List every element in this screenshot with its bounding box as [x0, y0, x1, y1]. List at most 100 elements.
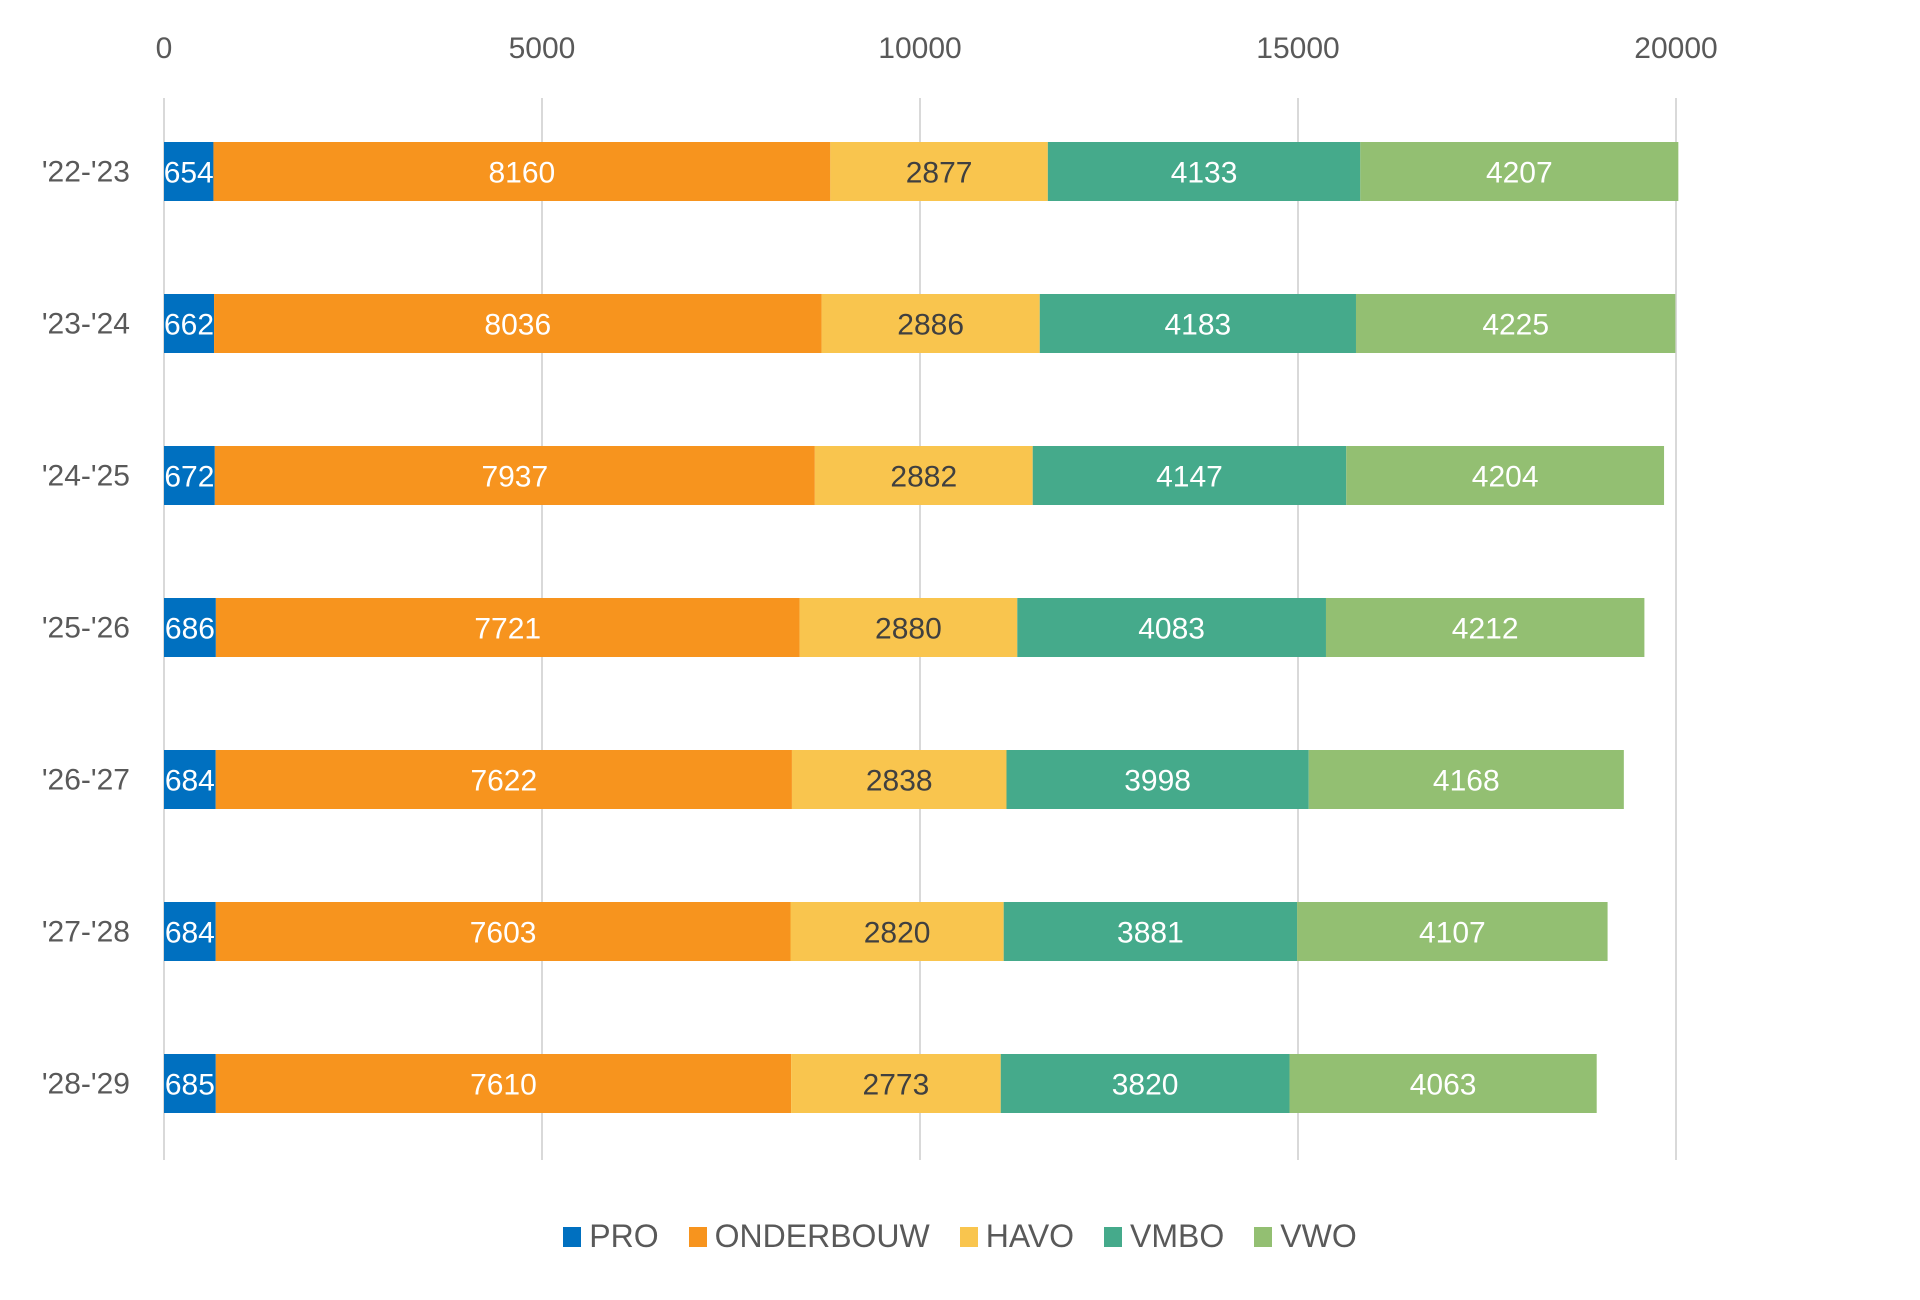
- bar-segment-havo: [791, 750, 1007, 809]
- data-label: 662: [164, 309, 214, 342]
- bar-segment-vwo: [1360, 142, 1679, 201]
- data-label: 684: [165, 765, 215, 798]
- data-label: 3998: [1124, 765, 1191, 798]
- bars: [164, 142, 1679, 1113]
- data-label: 3881: [1117, 917, 1184, 950]
- data-label: 4083: [1138, 613, 1205, 646]
- data-label: 684: [165, 917, 215, 950]
- legend-swatch: [563, 1226, 582, 1247]
- data-label: 2886: [897, 309, 964, 342]
- bar-segment-vwo: [1346, 446, 1665, 505]
- bar-segment-onderbouw: [214, 294, 822, 353]
- bar-segment-pro: [164, 598, 216, 657]
- data-label: 8036: [484, 309, 551, 342]
- data-label: 4207: [1486, 157, 1553, 190]
- bar-segment-pro: [164, 750, 216, 809]
- data-label: 3820: [1112, 1069, 1179, 1102]
- data-label: 2838: [866, 765, 933, 798]
- bar-segment-pro: [164, 294, 215, 353]
- x-axis-ticks: 0 5000 10000 15000 20000: [156, 32, 1718, 65]
- bar-segment-onderbouw: [215, 750, 792, 809]
- data-label: 4147: [1156, 461, 1223, 494]
- category-label: '27-'28: [42, 916, 130, 949]
- data-label: 2820: [864, 917, 931, 950]
- bar-segment-vmbo: [1017, 598, 1326, 657]
- data-label: 2880: [875, 613, 942, 646]
- legend-swatch: [1254, 1226, 1273, 1247]
- category-label: '26-'27: [42, 764, 130, 797]
- bar-segment-vmbo: [1032, 446, 1347, 505]
- bar-segment-havo: [790, 902, 1004, 961]
- x-tick-label: 5000: [509, 32, 576, 65]
- legend: PRO ONDERBOUW HAVO VMBO VWO: [0, 1218, 1920, 1255]
- x-tick-label: 15000: [1256, 32, 1339, 65]
- bar-segment-vwo: [1289, 1054, 1597, 1113]
- x-tick-label: 10000: [878, 32, 961, 65]
- category-label: '25-'26: [42, 612, 130, 645]
- data-label: 4212: [1452, 613, 1519, 646]
- bar-segment-vmbo: [1003, 902, 1298, 961]
- data-label: 7622: [470, 765, 537, 798]
- bar-segment-vmbo: [1000, 1054, 1290, 1113]
- legend-swatch: [959, 1226, 978, 1247]
- bar-segment-vwo: [1355, 294, 1676, 353]
- category-label: '22-'23: [42, 156, 130, 189]
- bar-segment-onderbouw: [214, 446, 815, 505]
- bar-segment-pro: [164, 1054, 216, 1113]
- data-label: 672: [164, 461, 214, 494]
- x-tick-label: 20000: [1634, 32, 1717, 65]
- legend-item-vmbo: VMBO: [1104, 1218, 1224, 1255]
- bar-segment-onderbouw: [213, 142, 831, 201]
- data-label: 4183: [1164, 309, 1231, 342]
- data-label: 4168: [1433, 765, 1500, 798]
- bar-segment-havo: [799, 598, 1018, 657]
- data-label: 2773: [863, 1069, 930, 1102]
- category-labels: '22-'23 '23-'24 '24-'25 '25-'26 '26-'27 '27-'…: [42, 156, 130, 1101]
- bar-segment-onderbouw: [215, 1054, 792, 1113]
- x-tick-label: 0: [156, 32, 173, 65]
- data-label: 4107: [1419, 917, 1486, 950]
- legend-label: VWO: [1280, 1218, 1357, 1254]
- legend-label: ONDERBOUW: [714, 1218, 930, 1254]
- data-label: 7937: [481, 461, 548, 494]
- legend-item-pro: PRO: [563, 1218, 659, 1255]
- data-labels: 654 8160 2877 4133 4207 662 8036 2886 4183 4225 67…: [164, 157, 1553, 1102]
- bar-segment-vmbo: [1006, 750, 1309, 809]
- bar-segment-havo: [830, 142, 1048, 201]
- data-label: 4225: [1482, 309, 1549, 342]
- category-label: '28-'29: [42, 1068, 130, 1101]
- category-label: '24-'25: [42, 460, 130, 493]
- bar-segment-onderbouw: [215, 902, 791, 961]
- bar-segment-pro: [164, 446, 215, 505]
- data-label: 4063: [1410, 1069, 1477, 1102]
- legend-item-vwo: VWO: [1254, 1218, 1357, 1255]
- legend-label: PRO: [589, 1218, 659, 1254]
- legend-label: HAVO: [985, 1218, 1075, 1254]
- data-label: 7603: [470, 917, 537, 950]
- data-label: 685: [165, 1069, 215, 1102]
- data-label: 4133: [1171, 157, 1238, 190]
- bar-segment-vmbo: [1047, 142, 1361, 201]
- bar-segment-pro: [164, 902, 216, 961]
- legend-swatch: [688, 1226, 707, 1247]
- data-label: 2877: [906, 157, 973, 190]
- bar-segment-onderbouw: [215, 598, 800, 657]
- bar-segment-pro: [164, 142, 214, 201]
- data-label: 654: [164, 157, 214, 190]
- bar-segment-vwo: [1308, 750, 1624, 809]
- data-label: 7610: [470, 1069, 537, 1102]
- legend-label: VMBO: [1130, 1218, 1225, 1254]
- data-label: 7721: [474, 613, 541, 646]
- data-label: 8160: [489, 157, 556, 190]
- bar-segment-havo: [821, 294, 1040, 353]
- data-label: 4204: [1472, 461, 1539, 494]
- bar-segment-vwo: [1325, 598, 1645, 657]
- bar-segment-havo: [791, 1054, 1001, 1113]
- bar-segment-havo: [814, 446, 1033, 505]
- legend-swatch: [1104, 1226, 1123, 1247]
- bar-segment-vwo: [1297, 902, 1608, 961]
- category-label: '23-'24: [42, 308, 130, 341]
- data-label: 686: [165, 613, 215, 646]
- data-label: 2882: [890, 461, 957, 494]
